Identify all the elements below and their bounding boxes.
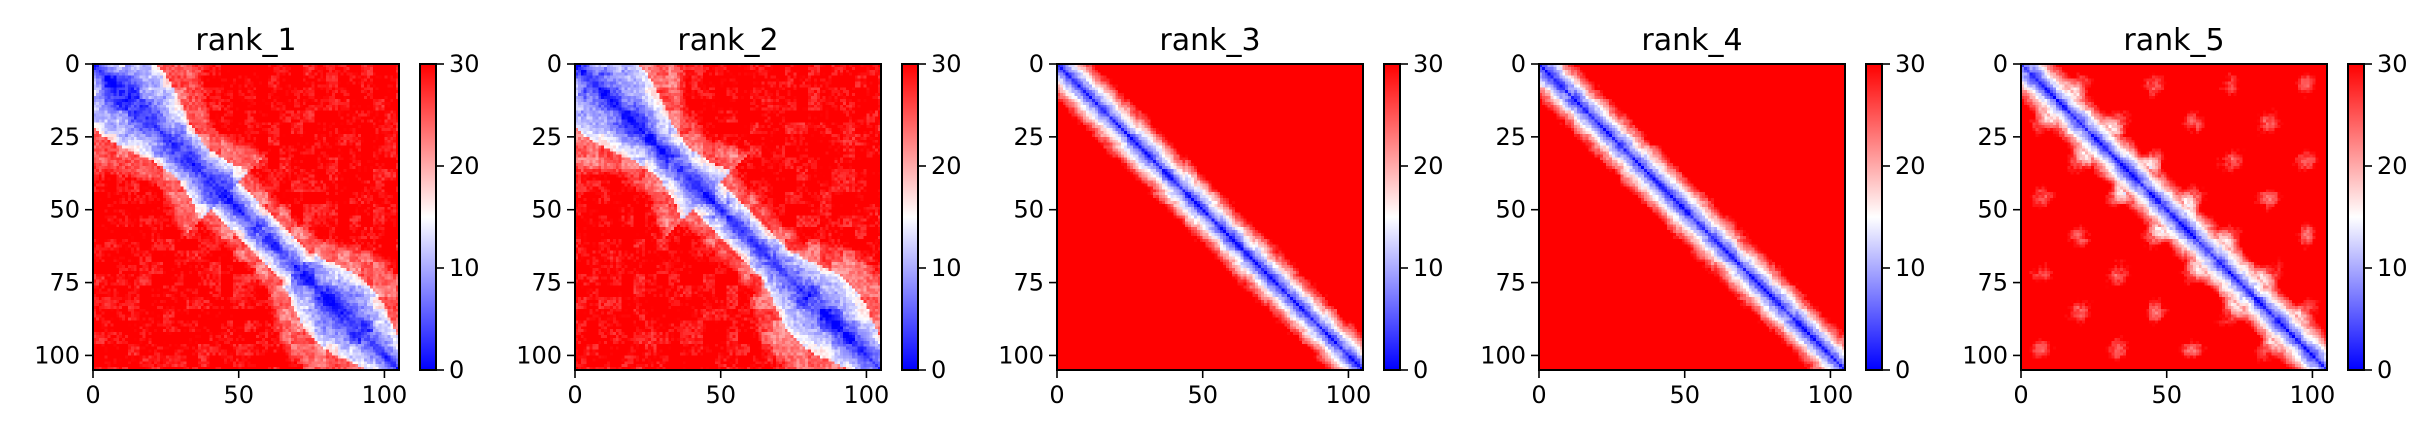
x-tick-label: 0 bbox=[2013, 381, 2028, 409]
heatmap-frame bbox=[574, 63, 882, 371]
x-tick-label: 50 bbox=[223, 381, 254, 409]
y-tick-label: 50 bbox=[1977, 196, 2008, 224]
panel-title: rank_2 bbox=[677, 23, 778, 58]
colorbar-tick-label: 0 bbox=[2377, 356, 2392, 384]
panel-title: rank_4 bbox=[1641, 23, 1742, 58]
colorbar-tick-label: 10 bbox=[1413, 254, 1444, 282]
y-tick-label: 100 bbox=[1480, 341, 1526, 369]
colorbar-tick-label: 0 bbox=[1895, 356, 1910, 384]
y-tick-label: 75 bbox=[1013, 269, 1044, 297]
x-tick-label: 0 bbox=[85, 381, 100, 409]
colorbar bbox=[420, 64, 436, 370]
heatmap-frame bbox=[1538, 63, 1846, 371]
colorbar-frame bbox=[1865, 63, 1883, 371]
colorbar-tick-label: 30 bbox=[1895, 50, 1926, 78]
heatmap-image bbox=[575, 64, 881, 370]
colorbar-tick-label: 30 bbox=[449, 50, 480, 78]
colorbar-tick-label: 10 bbox=[2377, 254, 2408, 282]
y-tick-label: 25 bbox=[1495, 123, 1526, 151]
heatmap-frame bbox=[2020, 63, 2328, 371]
colorbar-frame bbox=[1383, 63, 1401, 371]
y-tick-label: 50 bbox=[1495, 196, 1526, 224]
colorbar-tick-label: 20 bbox=[449, 152, 480, 180]
y-tick-label: 0 bbox=[1511, 50, 1526, 78]
y-tick-label: 25 bbox=[531, 123, 562, 151]
y-tick-label: 25 bbox=[1977, 123, 2008, 151]
x-tick-label: 100 bbox=[1326, 381, 1372, 409]
y-tick-label: 75 bbox=[531, 269, 562, 297]
colorbar-tick-label: 20 bbox=[2377, 152, 2408, 180]
y-tick-label: 25 bbox=[1013, 123, 1044, 151]
y-tick-label: 100 bbox=[34, 341, 80, 369]
y-tick-label: 0 bbox=[1029, 50, 1044, 78]
colorbar bbox=[902, 64, 918, 370]
y-tick-label: 75 bbox=[1977, 269, 2008, 297]
heatmap-image bbox=[1539, 64, 1845, 370]
x-tick-label: 0 bbox=[1531, 381, 1546, 409]
colorbar bbox=[1866, 64, 1882, 370]
y-tick-label: 75 bbox=[1495, 269, 1526, 297]
x-tick-label: 50 bbox=[2151, 381, 2182, 409]
y-tick-label: 100 bbox=[516, 341, 562, 369]
x-tick-label: 100 bbox=[362, 381, 408, 409]
colorbar-tick-label: 20 bbox=[1413, 152, 1444, 180]
y-tick-label: 0 bbox=[1993, 50, 2008, 78]
y-tick-label: 100 bbox=[1962, 341, 2008, 369]
colorbar-frame bbox=[901, 63, 919, 371]
x-tick-label: 50 bbox=[1187, 381, 1218, 409]
x-tick-label: 100 bbox=[2290, 381, 2336, 409]
colorbar-tick-label: 0 bbox=[931, 356, 946, 384]
x-tick-label: 50 bbox=[1669, 381, 1700, 409]
colorbar-frame bbox=[419, 63, 437, 371]
colorbar-tick-label: 20 bbox=[1895, 152, 1926, 180]
y-tick-label: 0 bbox=[547, 50, 562, 78]
panel-title: rank_1 bbox=[195, 23, 296, 58]
heatmap-frame bbox=[1056, 63, 1364, 371]
colorbar-tick-label: 10 bbox=[449, 254, 480, 282]
x-tick-label: 100 bbox=[844, 381, 890, 409]
heatmap-frame bbox=[92, 63, 400, 371]
heatmap-image bbox=[2021, 64, 2327, 370]
colorbar-tick-label: 20 bbox=[931, 152, 962, 180]
y-tick-label: 25 bbox=[49, 123, 80, 151]
y-tick-label: 50 bbox=[49, 196, 80, 224]
x-tick-label: 100 bbox=[1808, 381, 1854, 409]
colorbar-tick-label: 0 bbox=[449, 356, 464, 384]
colorbar bbox=[2348, 64, 2364, 370]
colorbar-tick-label: 10 bbox=[1895, 254, 1926, 282]
colorbar-tick-label: 0 bbox=[1413, 356, 1428, 384]
heatmap-image bbox=[93, 64, 399, 370]
panel-title: rank_5 bbox=[2123, 23, 2224, 58]
x-tick-label: 0 bbox=[1049, 381, 1064, 409]
colorbar-frame bbox=[2347, 63, 2365, 371]
x-tick-label: 0 bbox=[567, 381, 582, 409]
colorbar-tick-label: 30 bbox=[1413, 50, 1444, 78]
colorbar-tick-label: 30 bbox=[931, 50, 962, 78]
x-tick-label: 50 bbox=[705, 381, 736, 409]
y-tick-label: 100 bbox=[998, 341, 1044, 369]
colorbar bbox=[1384, 64, 1400, 370]
y-tick-label: 50 bbox=[531, 196, 562, 224]
heatmap-image bbox=[1057, 64, 1363, 370]
y-tick-label: 75 bbox=[49, 269, 80, 297]
y-tick-label: 50 bbox=[1013, 196, 1044, 224]
colorbar-tick-label: 30 bbox=[2377, 50, 2408, 78]
y-tick-label: 0 bbox=[65, 50, 80, 78]
panel-title: rank_3 bbox=[1159, 23, 1260, 58]
colorbar-tick-label: 10 bbox=[931, 254, 962, 282]
